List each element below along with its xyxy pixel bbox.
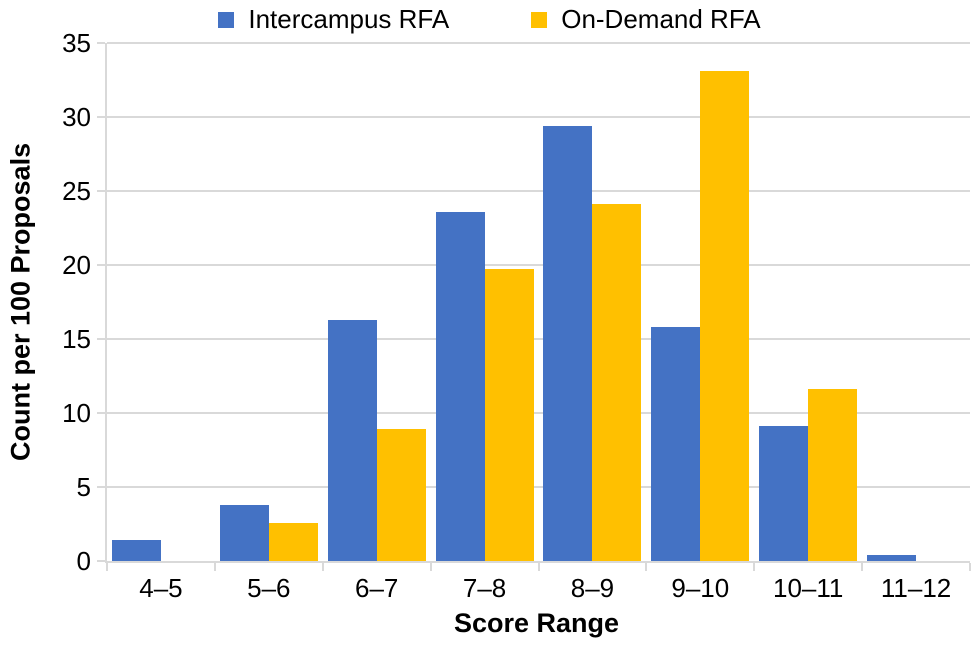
bar-on-demand-rfa-5–6: [268, 522, 318, 561]
bar-intercampus-rfa-6–7: [327, 319, 377, 561]
x-tick-label: 9–10: [671, 573, 730, 603]
bar-intercampus-rfa-4–5: [111, 540, 161, 561]
x-axis-title: Score Range: [453, 608, 620, 638]
bar-group-8–9: [539, 43, 647, 561]
y-tick-label: 30: [62, 102, 91, 132]
bar-on-demand-rfa-8–9: [592, 204, 642, 561]
bar-on-demand-rfa-10–11: [808, 389, 858, 561]
legend-item-intercampus-rfa: Intercampus RFA: [218, 4, 449, 35]
x-axis-tick: [753, 563, 756, 571]
gridline: [107, 338, 970, 340]
bar-group-7–8: [431, 43, 539, 561]
y-axis-tick: [97, 116, 105, 118]
y-tick-label: 35: [62, 28, 91, 58]
x-axis-tick: [861, 563, 864, 571]
legend-label: On-Demand RFA: [561, 4, 761, 34]
bar-intercampus-rfa-10–11: [759, 426, 809, 561]
y-tick-label: 20: [62, 250, 91, 280]
legend-item-on-demand-rfa: On-Demand RFA: [531, 4, 761, 35]
y-tick-label: 0: [76, 546, 91, 576]
gridline: [107, 264, 970, 266]
gridline: [107, 412, 970, 414]
bar-group-10–11: [754, 43, 862, 561]
y-tick-label: 25: [62, 176, 91, 206]
legend-swatch-icon: [218, 11, 235, 28]
x-tick-label: 4–5: [139, 573, 183, 603]
chart-legend: Intercampus RFA On-Demand RFA: [0, 4, 979, 35]
bar-intercampus-rfa-7–8: [435, 211, 485, 561]
x-tick-label: 11–12: [880, 573, 952, 603]
bar-group-9–10: [646, 43, 754, 561]
bar-group-11–12: [862, 43, 970, 561]
gridline: [107, 42, 970, 44]
y-axis-tick: [97, 486, 105, 488]
y-axis-tick: [97, 412, 105, 414]
bar-on-demand-rfa-9–10: [700, 71, 750, 561]
x-axis-tick: [537, 563, 540, 571]
bar-intercampus-rfa-11–12: [867, 555, 917, 561]
x-axis-tick: [645, 563, 648, 571]
y-tick-label: 10: [62, 398, 91, 428]
bar-group-5–6: [215, 43, 323, 561]
y-axis-tick: [97, 560, 105, 562]
x-tick-label: 6–7: [354, 573, 399, 603]
bar-group-6–7: [323, 43, 431, 561]
bar-intercampus-rfa-5–6: [219, 504, 269, 561]
x-axis-tick: [213, 563, 216, 571]
bar-on-demand-rfa-6–7: [376, 429, 426, 561]
y-axis-tick: [97, 338, 105, 340]
gridline: [107, 190, 970, 192]
y-tick-label: 5: [76, 472, 91, 502]
x-tick-label: 10–11: [773, 573, 844, 603]
bar-intercampus-rfa-8–9: [543, 125, 593, 561]
bar-on-demand-rfa-7–8: [484, 269, 534, 561]
x-axis-tick: [969, 563, 971, 571]
x-axis-tick: [106, 563, 108, 571]
y-axis-tick: [97, 190, 105, 192]
bar-intercampus-rfa-9–10: [651, 327, 701, 561]
legend-swatch-icon: [531, 11, 548, 28]
gridline: [107, 116, 970, 118]
y-axis-tick: [97, 42, 105, 44]
x-axis-tick: [321, 563, 324, 571]
x-axis-tick: [429, 563, 432, 571]
legend-label: Intercampus RFA: [248, 4, 450, 34]
plot-area: 0 5 10 15 20 25 30 35 4–5 5–6 6–7 7–8 8–9 9–10 10–11 11…: [62, 30, 971, 601]
x-tick-label: 8–9: [570, 573, 615, 603]
x-tick-label: 5–6: [247, 573, 291, 603]
x-tick-label: 7–8: [462, 573, 507, 603]
y-tick-label: 15: [62, 324, 91, 354]
bar-group-4–5: [107, 43, 215, 561]
y-axis-title: Count per 100 Proposals: [5, 142, 36, 462]
gridline: [107, 486, 970, 488]
y-axis-tick: [97, 264, 105, 266]
